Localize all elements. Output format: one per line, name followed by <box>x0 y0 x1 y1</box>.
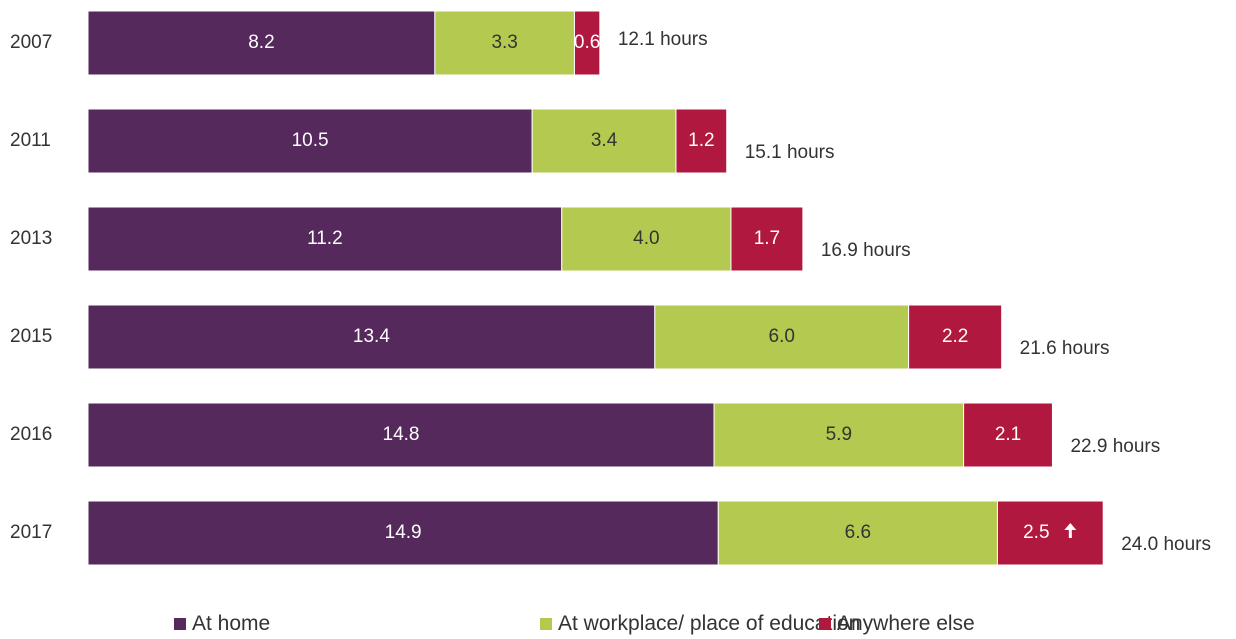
bar-segment-at-workplace-place-of-education-2013 <box>561 206 732 272</box>
bar-segment-anywhere-else-2007 <box>573 10 601 76</box>
data-label-anywhere-else-2016: 2.1 <box>995 424 1021 445</box>
bar-segment-at-home-2013 <box>87 206 563 272</box>
legend-item-anywhere-else: Anywhere else <box>819 612 975 636</box>
data-label-at-workplace-place-of-education-2007: 3.3 <box>491 32 517 53</box>
total-label-2013: 16.9 hours <box>821 240 911 261</box>
bar-segment-at-workplace-place-of-education-2007 <box>434 10 575 76</box>
data-label-at-home-2015: 13.4 <box>353 326 390 347</box>
data-label-anywhere-else-2013: 1.7 <box>754 228 780 249</box>
legend-swatch-anywhere-else <box>819 618 831 630</box>
data-label-at-workplace-place-of-education-2013: 4.0 <box>633 228 659 249</box>
bar-segment-at-workplace-place-of-education-2011 <box>531 108 677 174</box>
legend-label: Anywhere else <box>837 612 975 635</box>
data-label-at-workplace-place-of-education-2017: 6.6 <box>845 522 871 543</box>
bar-segment-anywhere-else-2016 <box>963 402 1053 468</box>
bar-segment-anywhere-else-2013 <box>730 206 804 272</box>
category-label-2013: 2013 <box>10 228 52 249</box>
data-label-at-home-2007: 8.2 <box>248 32 274 53</box>
data-label-at-home-2017: 14.9 <box>385 522 422 543</box>
stacked-bar-chart: 2007 8.2 3.3 0.6 12.1 hours 2011 10.5 3.4 1.2 15.… <box>10 10 1211 566</box>
bar-segment-at-workplace-place-of-education-2017 <box>717 500 998 566</box>
data-label-at-home-2016: 14.8 <box>383 424 420 445</box>
chart-legend: At home At workplace/ place of education A… <box>0 604 1236 639</box>
data-label-at-workplace-place-of-education-2011: 3.4 <box>591 130 618 151</box>
data-label-anywhere-else-2007: 0.6 <box>574 32 600 53</box>
up-arrow-icon <box>1064 523 1077 538</box>
bar-segment-anywhere-else-2017 <box>996 500 1104 566</box>
legend-item-at-home: At home <box>174 612 270 636</box>
data-label-at-workplace-place-of-education-2015: 6.0 <box>769 326 795 347</box>
legend-item-at-workplace-place-of-education: At workplace/ place of education <box>540 612 860 636</box>
data-label-anywhere-else-2015: 2.2 <box>942 326 968 347</box>
category-label-2011: 2011 <box>10 130 51 151</box>
category-label-2007: 2007 <box>10 32 52 53</box>
category-label-2016: 2016 <box>10 424 52 445</box>
data-label-at-workplace-place-of-education-2016: 5.9 <box>826 424 852 445</box>
bar-segment-at-home-2007 <box>87 10 436 76</box>
bar-segment-at-home-2011 <box>87 108 533 174</box>
data-label-anywhere-else-2011: 1.2 <box>688 130 714 151</box>
category-label-2017: 2017 <box>10 522 52 543</box>
category-label-2015: 2015 <box>10 326 52 347</box>
legend-swatch-at-home <box>174 618 186 630</box>
legend-label: At workplace/ place of education <box>558 612 861 635</box>
data-label-at-home-2013: 11.2 <box>307 228 343 249</box>
total-label-2011: 15.1 hours <box>745 142 835 163</box>
legend-label: At home <box>192 612 271 635</box>
data-label-anywhere-else-2017: 2.5 <box>1023 522 1049 543</box>
total-label-2016: 22.9 hours <box>1070 436 1160 457</box>
total-label-2017: 24.0 hours <box>1121 534 1211 555</box>
up-arrow-head <box>1064 523 1077 530</box>
bar-segment-anywhere-else-2015 <box>908 304 1003 370</box>
bar-segment-at-home-2015 <box>87 304 656 370</box>
data-label-at-home-2011: 10.5 <box>292 130 329 151</box>
bar-segment-at-home-2016 <box>87 402 715 468</box>
bar-segment-at-workplace-place-of-education-2016 <box>713 402 965 468</box>
up-arrow-shaft <box>1068 529 1072 538</box>
bar-segment-at-home-2017 <box>87 500 719 566</box>
bar-segment-anywhere-else-2011 <box>675 108 728 174</box>
legend-swatch-at-workplace-place-of-education <box>540 618 552 630</box>
total-label-2007: 12.1 hours <box>618 29 708 50</box>
total-label-2015: 21.6 hours <box>1020 338 1110 359</box>
